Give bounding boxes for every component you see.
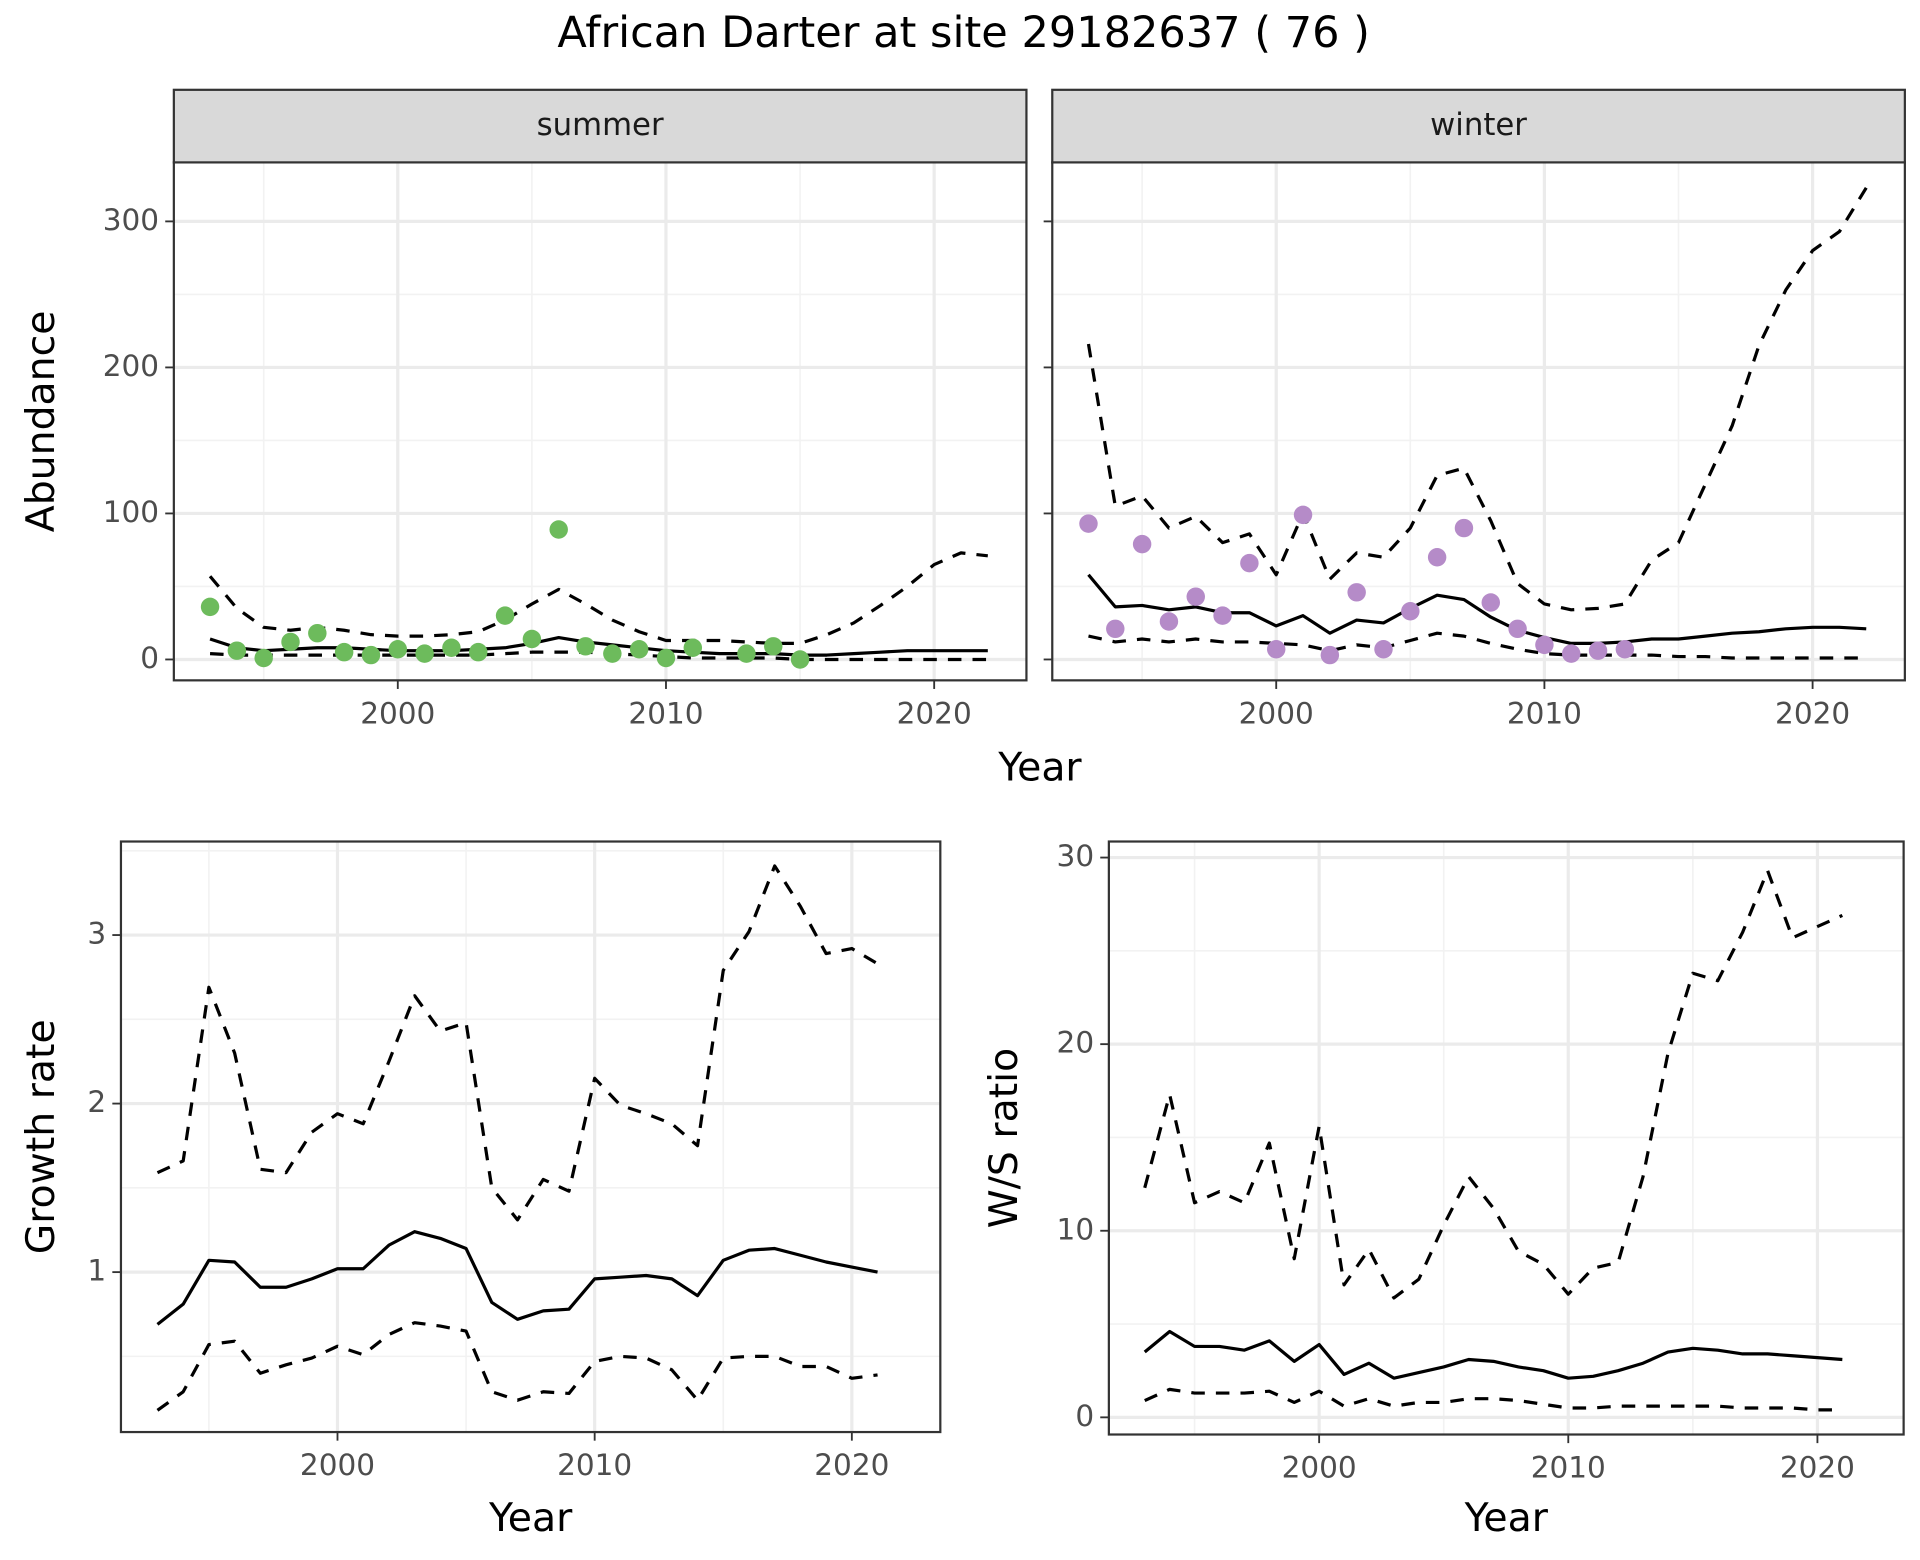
y-tick-label: 20 (1057, 1026, 1095, 1060)
data-point (227, 641, 247, 660)
data-point (1347, 583, 1366, 602)
panel-background (1052, 162, 1905, 681)
data-point (764, 637, 783, 656)
y-tick-label: 0 (1075, 1399, 1094, 1433)
x-axis-title: Year (488, 1495, 573, 1541)
data-point (1374, 640, 1393, 659)
strip-background (1051, 88, 1906, 164)
y-tick-label: 1 (87, 1254, 106, 1288)
data-point (1401, 602, 1420, 621)
y-tick-label: 30 (1057, 839, 1095, 873)
interval-line (1143, 869, 1843, 1300)
data-point (656, 648, 676, 668)
data-point (1535, 635, 1554, 655)
data-point (334, 642, 354, 662)
y-axis-title: W/S ratio (981, 1048, 1027, 1228)
y-tick-label: 200 (103, 349, 159, 383)
x-tick-label: 2010 (1507, 696, 1582, 730)
data-point (790, 650, 810, 669)
x-tick-label: 2010 (628, 696, 703, 730)
x-tick-label: 2000 (1282, 1450, 1357, 1484)
data-point (415, 644, 434, 663)
x-tick-label: 2020 (1780, 1450, 1855, 1484)
y-axis-title: Growth rate (18, 1019, 64, 1254)
data-point (1132, 534, 1152, 554)
panel-background (173, 162, 1027, 681)
data-point (1508, 619, 1527, 639)
x-tick-label: 2010 (557, 1448, 632, 1482)
y-tick-label: 100 (103, 495, 159, 529)
data-point (469, 642, 488, 662)
data-point (200, 597, 220, 617)
data-point (1320, 645, 1340, 665)
data-point (1079, 514, 1098, 533)
data-point (1186, 587, 1205, 606)
x-tick-label: 2020 (897, 696, 972, 730)
x-tick-label: 2000 (1239, 696, 1314, 730)
interval-line (156, 1321, 878, 1412)
data-point (549, 520, 568, 539)
data-point (1106, 619, 1125, 639)
data-point (737, 644, 756, 663)
data-point (1454, 518, 1474, 538)
x-axis-title: Year (997, 745, 1082, 791)
data-point (683, 638, 703, 658)
y-tick-label: 0 (140, 641, 159, 675)
data-point (1266, 640, 1286, 659)
interval-line (1088, 631, 1867, 660)
panel-background (120, 841, 941, 1433)
interval-line (156, 864, 879, 1222)
data-point (1240, 553, 1259, 573)
figure-title: African Darter at site 29182637 ( 76 ) (557, 8, 1370, 58)
x-axis-title: Year (1464, 1495, 1549, 1541)
x-tick-label: 2000 (300, 1448, 375, 1482)
median-line (156, 1230, 878, 1326)
data-point (1561, 644, 1581, 663)
y-tick-label: 300 (103, 203, 159, 237)
interval-line (1086, 186, 1868, 612)
data-point (388, 640, 408, 659)
data-point (308, 623, 327, 643)
data-point (442, 638, 461, 658)
y-tick-label: 2 (87, 1085, 106, 1119)
data-point (1159, 612, 1179, 631)
data-point (1427, 548, 1447, 567)
panel-border (1107, 840, 1905, 1436)
strip-background (172, 88, 1028, 164)
y-axis-title: Abundance (18, 311, 64, 533)
panel-border (119, 840, 942, 1434)
interval-line (1144, 1387, 1843, 1412)
x-tick-label: 2020 (1775, 696, 1850, 730)
data-point (1213, 606, 1232, 625)
median-line (1143, 1329, 1843, 1380)
y-tick-label: 3 (87, 917, 106, 951)
data-point (576, 637, 595, 656)
y-tick-label: 10 (1057, 1212, 1095, 1246)
data-point (603, 644, 622, 663)
strip-label: winter (1430, 107, 1527, 143)
data-point (1293, 505, 1313, 525)
data-point (1588, 641, 1608, 660)
x-tick-label: 2020 (814, 1448, 889, 1482)
data-point (522, 629, 542, 649)
data-point (629, 640, 649, 659)
data-point (254, 648, 273, 668)
data-point (281, 632, 300, 652)
data-point (361, 645, 381, 665)
data-point (495, 606, 515, 625)
data-point (1615, 640, 1635, 659)
strip-label: summer (537, 107, 664, 143)
data-point (1481, 593, 1500, 612)
x-tick-label: 2000 (360, 696, 435, 730)
interval-line (208, 551, 988, 646)
x-tick-label: 2010 (1531, 1450, 1606, 1484)
